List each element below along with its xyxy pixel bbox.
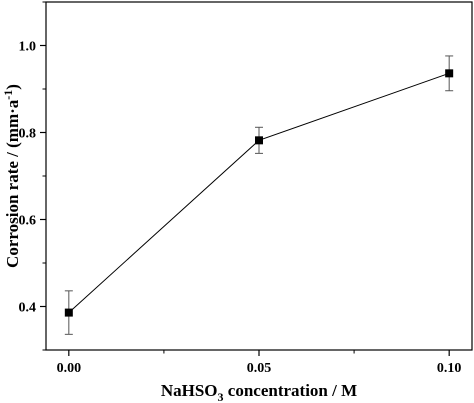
plot-frame — [45, 1, 473, 351]
y-tick-label: 0.8 — [19, 127, 37, 142]
y-axis-ticks: 0.4 0.6 0.8 1.0 — [19, 1, 46, 351]
y-tick-label: 1.0 — [19, 40, 37, 55]
x-tick-label: 0.05 — [247, 361, 272, 376]
x-axis-label: NaHSO3 concentration / M — [161, 381, 357, 403]
y-axis-label: Corrosion rate / (mm·a-1) — [1, 84, 22, 268]
y-tick-label: 0.6 — [19, 214, 37, 229]
x-axis-ticks: 0.00 0.05 0.10 — [57, 350, 462, 376]
data-point — [445, 69, 454, 78]
series-line — [68, 72, 450, 313]
data-series — [64, 55, 454, 335]
x-tick-label: 0.00 — [57, 361, 82, 376]
y-tick-label: 0.4 — [19, 301, 37, 316]
x-tick-label: 0.10 — [437, 361, 462, 376]
data-point — [255, 136, 263, 145]
data-point — [64, 308, 73, 317]
